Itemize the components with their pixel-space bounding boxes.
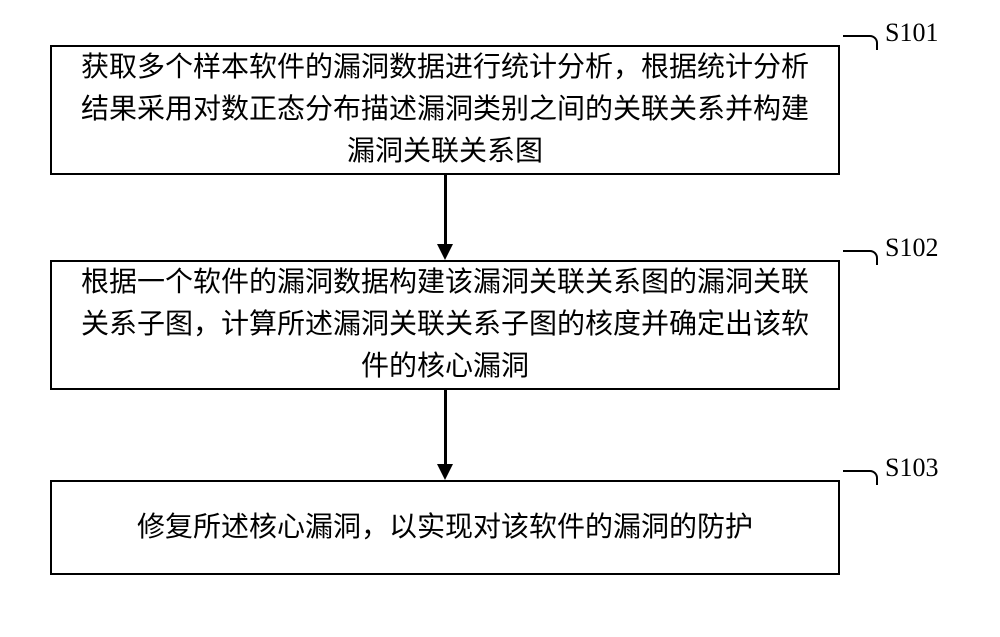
arrow-head-1 xyxy=(437,244,453,260)
step-box-s102: 根据一个软件的漏洞数据构建该漏洞关联关系图的漏洞关联关系子图，计算所述漏洞关联关… xyxy=(50,260,840,390)
connector-s102 xyxy=(843,250,878,265)
step-text-s102: 根据一个软件的漏洞数据构建该漏洞关联关系图的漏洞关联关系子图，计算所述漏洞关联关… xyxy=(72,262,818,388)
connector-s103 xyxy=(843,470,878,485)
connector-s101 xyxy=(843,35,878,50)
step-text-s101: 获取多个样本软件的漏洞数据进行统计分析，根据统计分析结果采用对数正态分布描述漏洞… xyxy=(72,47,818,173)
arrow-line-1 xyxy=(444,175,447,245)
arrow-line-2 xyxy=(444,390,447,465)
step-label-s102: S102 xyxy=(885,233,938,263)
step-text-s103: 修复所述核心漏洞，以实现对该软件的漏洞的防护 xyxy=(137,507,753,549)
step-label-s101: S101 xyxy=(885,18,938,48)
arrow-head-2 xyxy=(437,464,453,480)
flowchart-container: 获取多个样本软件的漏洞数据进行统计分析，根据统计分析结果采用对数正态分布描述漏洞… xyxy=(0,0,1000,637)
step-box-s101: 获取多个样本软件的漏洞数据进行统计分析，根据统计分析结果采用对数正态分布描述漏洞… xyxy=(50,45,840,175)
step-box-s103: 修复所述核心漏洞，以实现对该软件的漏洞的防护 xyxy=(50,480,840,575)
step-label-s103: S103 xyxy=(885,453,938,483)
